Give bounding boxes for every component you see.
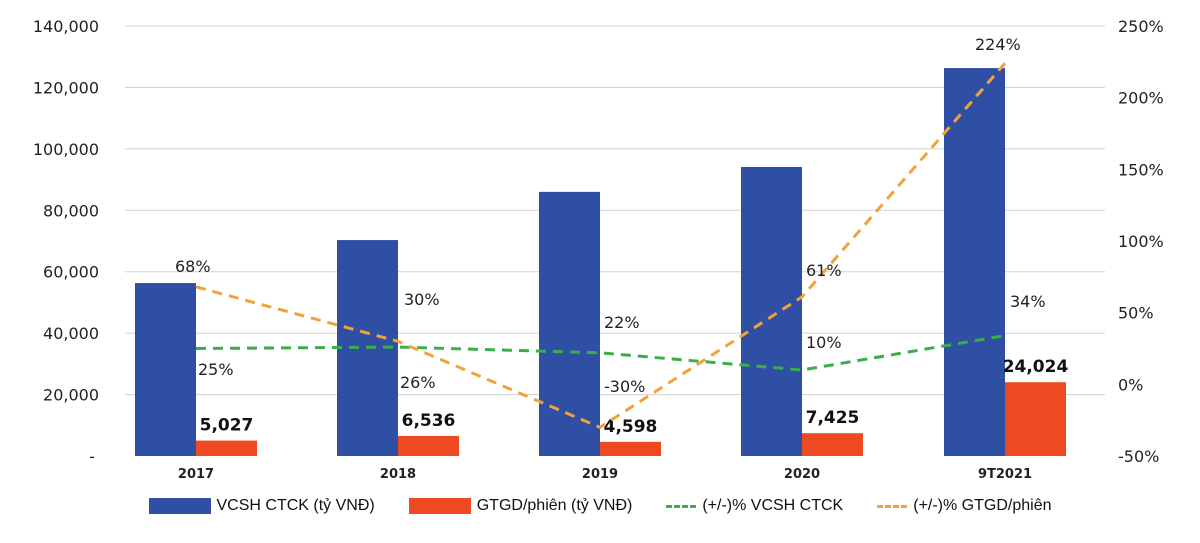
right-tick-label: 250% bbox=[1118, 17, 1164, 36]
left-tick-label: 140,000 bbox=[33, 17, 99, 36]
legend-label: VCSH CTCK (tỷ VNĐ) bbox=[216, 497, 375, 514]
legend-label: (+/-)% VCSH CTCK bbox=[702, 497, 844, 514]
bar-data-label: 4,598 bbox=[604, 417, 658, 437]
bar-vcsh bbox=[539, 191, 600, 456]
legend-swatch bbox=[666, 504, 697, 508]
line-data-label: 22% bbox=[604, 313, 640, 332]
bar-data-label: 24,024 bbox=[1003, 357, 1069, 377]
bar-data-label: 5,027 bbox=[200, 416, 254, 436]
line-data-label: -30% bbox=[604, 377, 645, 396]
right-tick-label: 100% bbox=[1118, 232, 1164, 251]
right-tick-label: 50% bbox=[1118, 304, 1154, 323]
legend-swatch bbox=[877, 504, 908, 508]
line-data-label: 61% bbox=[806, 261, 842, 280]
line-gtgd-pct bbox=[195, 62, 1007, 430]
bar-vcsh bbox=[944, 68, 1005, 456]
left-tick-label: 60,000 bbox=[43, 263, 99, 282]
legend-label: (+/-)% GTGD/phiên bbox=[913, 497, 1052, 514]
bar-gtgd bbox=[398, 435, 459, 456]
line-data-label: 26% bbox=[400, 373, 436, 392]
left-tick-label: 80,000 bbox=[43, 201, 99, 220]
bar-data-label: 6,536 bbox=[402, 411, 456, 431]
legend-item-vcsh-pct: (+/-)% VCSH CTCK bbox=[666, 497, 843, 515]
x-tick-label: 2019 bbox=[582, 467, 618, 482]
bar-gtgd bbox=[600, 441, 661, 456]
line-vcsh-pct bbox=[195, 334, 1006, 372]
right-tick-label: 150% bbox=[1118, 160, 1164, 179]
line-data-label: 68% bbox=[175, 257, 211, 276]
bar-data-label: 7,425 bbox=[806, 408, 860, 428]
line-data-label: 30% bbox=[404, 290, 440, 309]
left-tick-label: 20,000 bbox=[43, 386, 99, 405]
left-tick-label: 120,000 bbox=[33, 78, 99, 97]
bar-vcsh bbox=[135, 283, 196, 456]
bar-vcsh bbox=[741, 166, 802, 456]
legend-swatch bbox=[408, 498, 471, 514]
right-tick-label: -50% bbox=[1118, 447, 1159, 466]
right-tick-label: 200% bbox=[1118, 89, 1164, 108]
legend-item-vcsh: VCSH CTCK (tỷ VNĐ) bbox=[148, 497, 375, 515]
bar-gtgd bbox=[802, 433, 863, 456]
legend-item-gtgd-pct: (+/-)% GTGD/phiên bbox=[877, 497, 1052, 515]
line-data-label: 224% bbox=[975, 35, 1021, 54]
legend-swatch bbox=[148, 498, 211, 514]
left-tick-label: 40,000 bbox=[43, 324, 99, 343]
x-tick-label: 2018 bbox=[380, 467, 416, 482]
legend-item-gtgd: GTGD/phiên (tỷ VNĐ) bbox=[408, 497, 633, 515]
right-tick-label: 0% bbox=[1118, 375, 1143, 394]
x-tick-label: 2017 bbox=[178, 467, 214, 482]
line-data-label: 10% bbox=[806, 333, 842, 352]
chart-svg: - 20,000 40,000 60,000 80,000 100,000 120,000 1… bbox=[33, 17, 1164, 482]
legend-label: GTGD/phiên (tỷ VNĐ) bbox=[476, 497, 633, 514]
left-tick-label: - bbox=[89, 447, 95, 466]
line-data-label: 25% bbox=[198, 360, 234, 379]
x-tick-label: 9T2021 bbox=[978, 467, 1032, 482]
left-tick-label: 100,000 bbox=[33, 140, 99, 159]
legend: VCSH CTCK (tỷ VNĐ) GTGD/phiên (tỷ VNĐ) (… bbox=[0, 497, 1200, 515]
line-data-label: 34% bbox=[1010, 292, 1046, 311]
x-tick-label: 2020 bbox=[784, 467, 820, 482]
bar-gtgd bbox=[196, 440, 257, 456]
bar-gtgd bbox=[1005, 382, 1066, 456]
